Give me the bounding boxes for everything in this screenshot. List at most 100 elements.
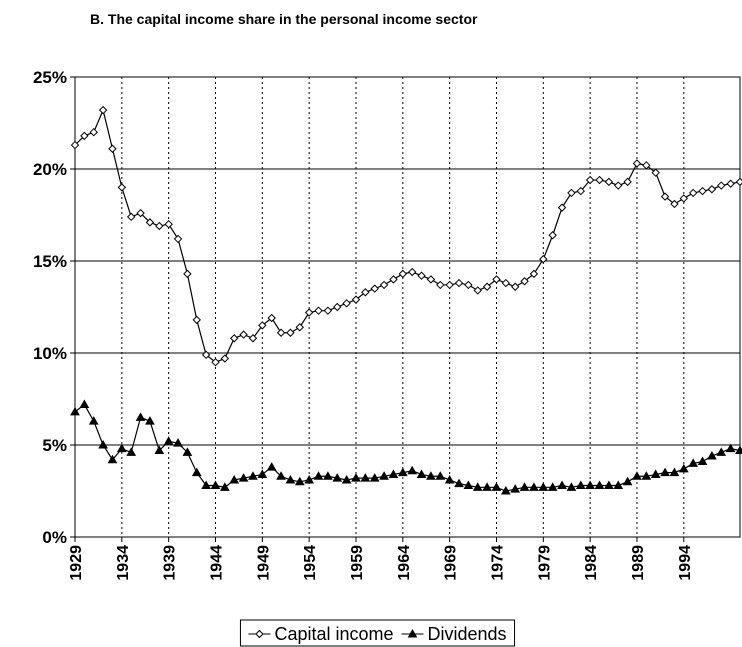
marker bbox=[735, 445, 742, 455]
marker bbox=[407, 628, 418, 638]
marker bbox=[660, 467, 670, 477]
marker bbox=[332, 473, 343, 482]
marker bbox=[397, 467, 408, 477]
marker bbox=[398, 269, 408, 279]
marker bbox=[98, 105, 108, 115]
marker bbox=[163, 436, 174, 445]
marker bbox=[688, 188, 698, 198]
marker bbox=[388, 469, 399, 478]
marker bbox=[529, 269, 539, 279]
marker bbox=[191, 467, 202, 477]
marker bbox=[520, 277, 529, 286]
marker bbox=[688, 458, 699, 467]
marker bbox=[313, 471, 324, 480]
marker bbox=[678, 463, 689, 473]
legend: Capital income Dividends bbox=[239, 619, 516, 647]
marker bbox=[342, 299, 351, 308]
y-tick-label: 20% bbox=[33, 160, 67, 179]
marker bbox=[351, 295, 361, 304]
x-tick-label: 1994 bbox=[677, 545, 694, 581]
marker bbox=[323, 306, 333, 315]
marker bbox=[229, 474, 240, 484]
marker bbox=[698, 186, 707, 196]
marker bbox=[258, 321, 267, 330]
y-tick-label: 25% bbox=[33, 68, 67, 87]
marker bbox=[117, 183, 127, 192]
marker bbox=[595, 175, 604, 185]
marker bbox=[361, 288, 370, 297]
marker bbox=[641, 471, 652, 480]
marker bbox=[707, 185, 717, 194]
marker bbox=[70, 140, 80, 150]
marker bbox=[164, 219, 173, 229]
marker bbox=[492, 275, 501, 284]
y-tick-label: 10% bbox=[33, 344, 67, 363]
marker bbox=[417, 271, 426, 280]
marker bbox=[473, 286, 482, 295]
x-tick-label: 1959 bbox=[349, 545, 366, 581]
marker bbox=[70, 406, 80, 416]
marker bbox=[379, 471, 389, 480]
marker bbox=[88, 416, 99, 425]
marker bbox=[725, 443, 736, 453]
chart-title: B. The capital income share in the perso… bbox=[90, 11, 478, 27]
marker bbox=[622, 476, 633, 486]
marker bbox=[107, 454, 118, 464]
marker bbox=[304, 474, 315, 484]
marker bbox=[201, 480, 211, 489]
marker bbox=[108, 144, 117, 153]
marker bbox=[210, 480, 221, 489]
marker bbox=[670, 199, 679, 209]
marker bbox=[126, 212, 136, 222]
marker bbox=[463, 480, 474, 489]
marker bbox=[717, 181, 726, 190]
marker bbox=[435, 471, 446, 480]
marker bbox=[454, 478, 464, 488]
marker bbox=[613, 480, 624, 489]
marker bbox=[230, 334, 239, 343]
marker bbox=[726, 179, 735, 188]
marker bbox=[220, 354, 230, 363]
marker bbox=[201, 350, 211, 360]
marker bbox=[257, 469, 268, 478]
marker bbox=[79, 399, 90, 409]
marker bbox=[379, 280, 389, 290]
marker bbox=[407, 465, 418, 475]
x-tick-label: 1944 bbox=[208, 545, 225, 581]
marker bbox=[286, 328, 295, 337]
marker bbox=[276, 328, 286, 337]
marker bbox=[239, 330, 248, 339]
marker bbox=[632, 159, 642, 168]
marker bbox=[285, 474, 296, 484]
marker bbox=[510, 484, 521, 493]
marker bbox=[426, 275, 436, 284]
marker bbox=[135, 412, 146, 421]
marker bbox=[735, 177, 742, 187]
marker bbox=[538, 482, 549, 491]
marker bbox=[126, 447, 137, 456]
marker bbox=[211, 357, 220, 367]
marker bbox=[183, 269, 192, 279]
marker bbox=[407, 267, 417, 277]
marker bbox=[707, 451, 717, 460]
marker bbox=[557, 480, 567, 489]
marker bbox=[585, 175, 595, 185]
marker bbox=[604, 480, 614, 489]
marker bbox=[267, 313, 276, 323]
y-tick-label: 0% bbox=[42, 528, 67, 547]
x-tick-label: 1939 bbox=[162, 545, 179, 581]
marker bbox=[333, 302, 342, 312]
marker bbox=[248, 334, 258, 343]
legend-label: Capital income bbox=[274, 624, 393, 644]
marker bbox=[567, 188, 576, 198]
legend-label: Dividends bbox=[428, 624, 507, 644]
marker bbox=[444, 474, 455, 484]
marker bbox=[370, 284, 379, 293]
marker bbox=[314, 306, 323, 315]
marker bbox=[182, 447, 193, 456]
marker bbox=[294, 476, 305, 486]
marker bbox=[89, 127, 98, 137]
marker bbox=[557, 203, 567, 212]
y-tick-label: 5% bbox=[42, 436, 67, 455]
marker bbox=[547, 482, 558, 491]
